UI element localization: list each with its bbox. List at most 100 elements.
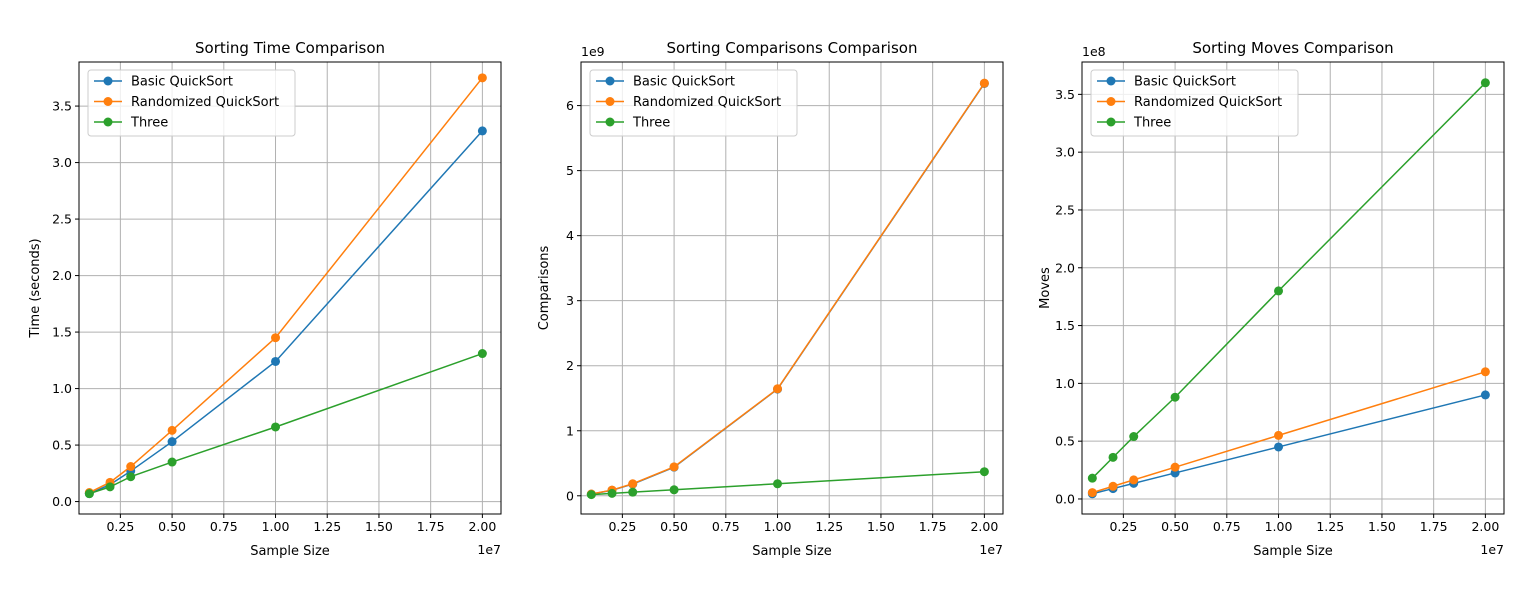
legend-label: Basic QuickSort <box>1134 75 1236 90</box>
plot-frame <box>1081 61 1505 515</box>
data-point <box>607 488 617 498</box>
data-point <box>271 422 281 432</box>
legend-marker <box>605 97 615 106</box>
legend-marker <box>1106 97 1116 106</box>
x-tick-label: 1.75 <box>1420 519 1448 534</box>
data-point <box>1108 481 1118 491</box>
data-point <box>477 349 487 359</box>
x-axis-label: Sample Size <box>1253 544 1333 559</box>
chart-title: Sorting Comparisons Comparison <box>667 39 918 57</box>
data-point <box>1274 430 1284 440</box>
data-point <box>1129 432 1139 442</box>
series-line-3 <box>1091 82 1486 479</box>
x-tick-label: 1.00 <box>1265 519 1293 534</box>
legend-marker <box>1106 76 1116 86</box>
x-tick-label: 0.25 <box>608 519 636 534</box>
chart-panel-2: 0.25 0.50 0.75 1.00 1.25 1.50 1.75 2.00 0 1 2 3 4 5 6 S… <box>537 39 1004 559</box>
y-tick-label: 0.0 <box>52 494 72 509</box>
data-point <box>1170 462 1180 472</box>
data-point <box>773 479 783 489</box>
data-point <box>84 489 94 499</box>
data-point <box>586 490 596 500</box>
y-axis-label: Comparisons <box>537 245 552 330</box>
legend-label: Three <box>632 116 670 131</box>
chart-panel-3: 0.25 0.50 0.75 1.00 1.25 1.50 1.75 2.00 0.0 0.5 1.… <box>1038 39 1505 559</box>
data-point <box>979 78 989 88</box>
data-point <box>126 472 136 482</box>
data-point <box>167 437 177 447</box>
y-axis-label: Moves <box>1038 267 1053 309</box>
y-tick-label: 3.5 <box>1055 87 1075 102</box>
x-tick-label: 1.25 <box>815 519 843 534</box>
data-point <box>1274 286 1284 296</box>
x-tick-label: 1.25 <box>313 519 341 534</box>
x-tick-label: 1.75 <box>417 519 445 534</box>
y-tick-label: 0.5 <box>1055 434 1075 449</box>
x-tick-label: 1.75 <box>919 519 947 534</box>
y-tick-label: 1.5 <box>52 325 72 340</box>
legend-label: Randomized QuickSort <box>1134 95 1282 110</box>
x-tick-label: 1.50 <box>365 519 393 534</box>
y-tick-label: 2.5 <box>52 212 72 227</box>
legend-marker <box>103 117 113 127</box>
data-point <box>1129 475 1139 485</box>
legend-label: Three <box>1133 116 1171 131</box>
x-offset-label: 1e7 <box>1480 542 1504 557</box>
y-tick-label: 3.5 <box>52 99 72 114</box>
data-point <box>1480 390 1490 400</box>
x-tick-label: 1.50 <box>867 519 895 534</box>
data-point <box>1480 367 1490 377</box>
data-point <box>1087 488 1097 498</box>
x-tick-label: 0.50 <box>158 519 186 534</box>
y-offset-label: 1e9 <box>581 44 605 59</box>
x-tick-label: 1.00 <box>262 519 290 534</box>
y-tick-label: 1.5 <box>1055 318 1075 333</box>
y-tick-label: 6 <box>566 98 574 113</box>
y-axis-label: Time (seconds) <box>28 238 43 338</box>
data-point <box>271 356 281 366</box>
y-tick-label: 2 <box>566 358 574 373</box>
data-point <box>1170 392 1180 402</box>
data-point <box>669 485 679 495</box>
legend-marker <box>103 97 113 106</box>
y-tick-label: 2.0 <box>52 268 72 283</box>
x-axis-label: Sample Size <box>250 544 330 559</box>
plot-frame <box>78 61 502 515</box>
y-tick-label: 0.5 <box>52 438 72 453</box>
y-tick-label: 0 <box>566 488 574 503</box>
y-tick-label: 2.5 <box>1055 202 1075 217</box>
x-tick-label: 1.50 <box>1368 519 1396 534</box>
data-point <box>477 126 487 136</box>
x-offset-label: 1e7 <box>979 542 1003 557</box>
data-point <box>167 425 177 435</box>
chart-panel-1: 0.25 0.50 0.75 1.00 1.25 1.50 1.75 2.00 0.0 0.5 1.… <box>28 39 502 559</box>
legend-box <box>87 69 296 137</box>
y-tick-label: 1 <box>566 423 574 438</box>
chart-title: Sorting Time Comparison <box>195 39 385 57</box>
data-point <box>773 384 783 394</box>
data-point <box>669 462 679 472</box>
y-tick-label: 3.0 <box>1055 145 1075 160</box>
legend-label: Basic QuickSort <box>633 75 735 90</box>
data-point <box>1480 78 1490 88</box>
data-point <box>105 482 115 492</box>
data-point <box>126 462 136 472</box>
data-point <box>979 467 989 477</box>
y-tick-label: 1.0 <box>52 381 72 396</box>
legend-marker <box>605 76 615 86</box>
legend-label: Randomized QuickSort <box>633 95 781 110</box>
data-point <box>628 487 638 497</box>
y-tick-label: 0.0 <box>1055 491 1075 506</box>
y-tick-label: 3 <box>566 293 574 308</box>
chart-title: Sorting Moves Comparison <box>1192 39 1393 57</box>
x-axis-label: Sample Size <box>752 544 832 559</box>
x-tick-label: 2.00 <box>468 519 496 534</box>
plot-frame <box>580 61 1004 515</box>
legend: Basic QuickSort Randomized QuickSort Three <box>1090 69 1299 137</box>
y-tick-label: 3.0 <box>52 155 72 170</box>
x-tick-label: 0.25 <box>1109 519 1137 534</box>
data-point <box>271 333 281 343</box>
x-offset-label: 1e7 <box>477 542 501 557</box>
data-point <box>1087 473 1097 483</box>
x-tick-label: 1.00 <box>764 519 792 534</box>
